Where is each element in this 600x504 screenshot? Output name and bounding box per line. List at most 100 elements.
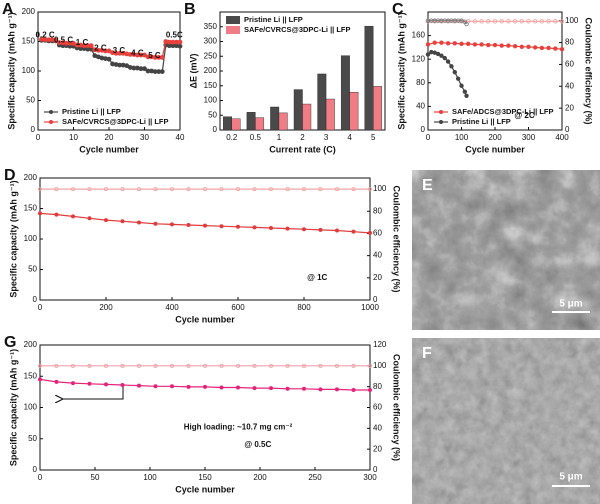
data-point: [38, 377, 43, 382]
legend-label: Pristine Li || LFP: [62, 107, 121, 116]
data-point: [301, 187, 306, 192]
data-point: [439, 53, 444, 58]
panel-label: E: [422, 177, 433, 194]
data-point: [367, 387, 372, 392]
y2-tick-label: 20: [373, 444, 382, 453]
data-point: [539, 45, 545, 51]
annotation: 1 C: [76, 38, 89, 47]
y2-tick-label: 100: [565, 16, 579, 25]
y-tick-label: 200: [204, 66, 218, 75]
x-tick-label: 30: [140, 133, 149, 142]
data-point: [351, 387, 356, 392]
annotation: 0.5 C: [54, 35, 73, 44]
x-tick-label: 5: [371, 133, 376, 142]
data-point: [104, 187, 109, 192]
panel-label: F: [422, 345, 432, 362]
data-point: [252, 187, 257, 192]
data-point: [169, 384, 174, 389]
data-point: [268, 386, 273, 391]
bar: [278, 112, 288, 131]
data-point: [539, 19, 545, 24]
x-tick-label: 100: [455, 133, 469, 142]
sem-image: [412, 170, 600, 330]
data-point: [38, 211, 43, 216]
y2-tick-label: 0: [565, 125, 570, 134]
y-tick-label: 100: [204, 96, 218, 105]
data-point: [104, 363, 109, 368]
data-point: [235, 385, 240, 390]
data-point: [202, 363, 207, 368]
x-tick-label: 0: [38, 303, 43, 312]
x-tick-label: 1000: [361, 303, 379, 312]
y2-tick-label: 20: [373, 273, 382, 282]
data-point: [87, 381, 92, 386]
y2-tick-label: 0: [373, 465, 378, 474]
y-tick-label: 150: [24, 204, 38, 213]
legend-marker: [439, 110, 443, 114]
data-point: [136, 383, 141, 388]
data-point: [445, 41, 451, 46]
data-point: [367, 230, 372, 235]
y-axis-label: Specific capacity (mAh g⁻¹): [8, 349, 18, 466]
data-point: [186, 363, 191, 368]
annotation: 3 C: [113, 46, 126, 55]
data-point: [235, 187, 240, 192]
data-point: [546, 19, 551, 24]
x-tick-label: 0.5: [250, 133, 262, 142]
data-point: [71, 187, 76, 192]
bar: [270, 106, 280, 131]
x-tick-label: 0.2: [226, 133, 238, 142]
data-point: [445, 59, 451, 64]
data-point: [462, 89, 468, 94]
data-point: [559, 19, 565, 24]
data-point: [318, 363, 323, 368]
data-point: [252, 363, 257, 368]
data-point: [235, 224, 240, 229]
data-point: [334, 187, 339, 192]
data-point: [519, 19, 524, 24]
data-point: [479, 42, 484, 47]
legend-marker: [49, 110, 53, 114]
data-point: [120, 363, 125, 368]
data-point: [533, 45, 538, 50]
y-tick-label: 160: [412, 31, 426, 40]
data-point: [439, 40, 444, 45]
data-point: [88, 43, 94, 49]
panel-label: D: [4, 167, 16, 184]
legend-label: SAFe/ADCS@3DPC-Li || LFP: [452, 107, 554, 116]
data-point: [71, 363, 76, 368]
data-point: [301, 363, 306, 368]
data-point: [526, 44, 531, 50]
y2-tick-label: 40: [565, 81, 574, 90]
data-point: [186, 384, 191, 389]
data-point: [301, 227, 306, 232]
x-tick-label: 0: [36, 133, 41, 142]
data-point: [512, 44, 518, 49]
data-point: [235, 363, 240, 368]
data-point: [452, 41, 457, 46]
data-point: [38, 187, 43, 192]
data-point: [464, 93, 469, 98]
data-point: [464, 21, 469, 27]
annotation: @ 1C: [307, 273, 327, 282]
data-point: [334, 387, 339, 392]
x-tick-label: 50: [91, 473, 100, 482]
legend-label: Pristine Li || LFP: [452, 117, 511, 126]
data-point: [71, 381, 76, 386]
y2-tick-label: 80: [373, 382, 382, 391]
y2-tick-label: 60: [373, 403, 382, 412]
annotation: 0.2 C: [36, 31, 55, 40]
data-point: [546, 45, 551, 51]
data-point: [54, 363, 59, 368]
data-point: [219, 187, 224, 192]
y-tick-label: 200: [24, 340, 38, 349]
y-tick-label: 0: [31, 125, 36, 134]
data-point: [472, 19, 478, 24]
y-tick-label: 100: [24, 403, 38, 412]
data-point: [285, 386, 290, 391]
data-point: [553, 46, 558, 51]
data-point: [367, 363, 372, 368]
x-tick-label: 20: [105, 133, 114, 142]
x-tick-label: 250: [308, 473, 322, 482]
data-point: [455, 76, 461, 81]
